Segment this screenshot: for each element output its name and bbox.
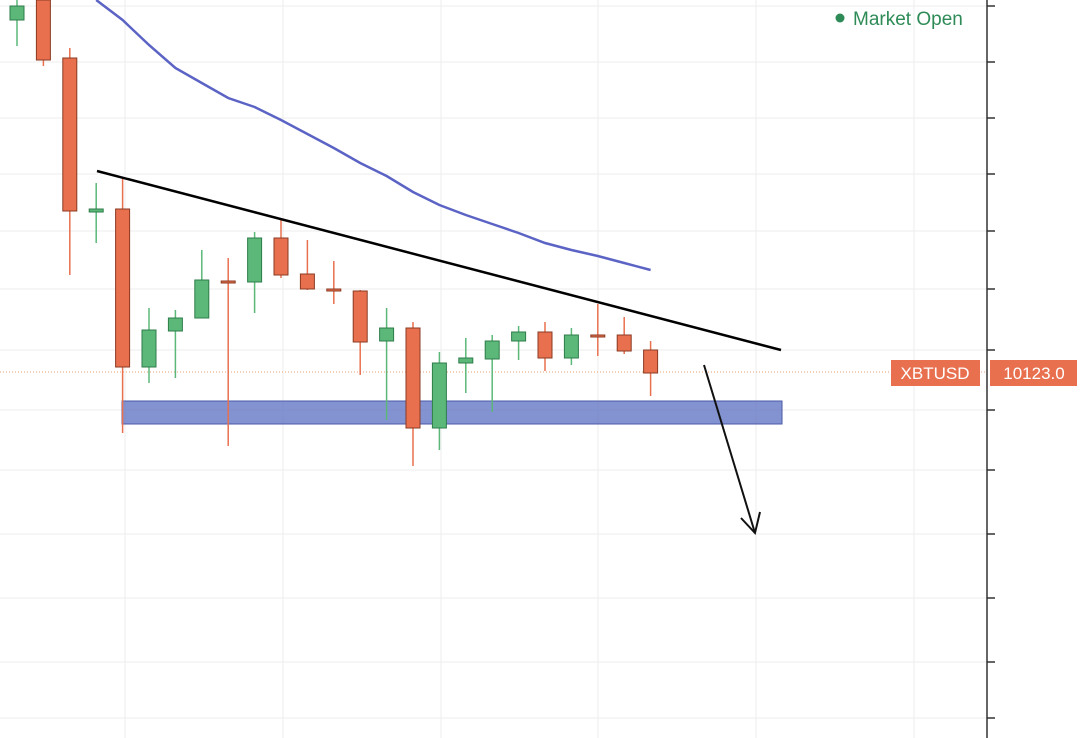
status: Market Open <box>835 9 963 30</box>
candle-body <box>62 57 78 212</box>
candle-body <box>379 327 395 342</box>
symbol-label: XBTUSD <box>901 364 970 383</box>
candle-body <box>220 280 236 284</box>
candle-body <box>273 237 289 276</box>
trend-line <box>96 169 782 352</box>
candle-body <box>616 334 632 352</box>
candle-body <box>352 290 368 343</box>
symbol-badge <box>891 360 980 386</box>
status-text: Market Open <box>853 9 963 30</box>
candle-body <box>431 362 447 429</box>
grid <box>0 0 987 738</box>
candle-body <box>405 327 421 429</box>
candle-body <box>194 279 210 319</box>
candle-body <box>563 334 579 359</box>
candle-body <box>299 273 315 290</box>
candle-body <box>115 208 131 368</box>
candle-body <box>643 349 659 374</box>
status-dot <box>835 13 845 23</box>
price-label: 10123.0 <box>1003 364 1064 383</box>
candle-body <box>458 357 474 364</box>
candle-body <box>141 329 157 368</box>
support-zone <box>121 400 783 425</box>
candle-body <box>537 331 553 359</box>
candle-body <box>167 317 183 332</box>
candle-body <box>35 0 51 61</box>
candle-body <box>590 334 606 338</box>
right-axis <box>986 0 995 738</box>
candle-body <box>247 237 263 283</box>
candle-body <box>484 340 500 360</box>
candle-body <box>9 5 25 21</box>
moving-average <box>95 0 651 272</box>
candle-body <box>326 288 342 292</box>
arrow <box>703 364 761 536</box>
candles <box>0 0 987 466</box>
candle-body <box>511 331 527 342</box>
candle-body <box>88 208 104 213</box>
price-badge <box>990 360 1077 386</box>
